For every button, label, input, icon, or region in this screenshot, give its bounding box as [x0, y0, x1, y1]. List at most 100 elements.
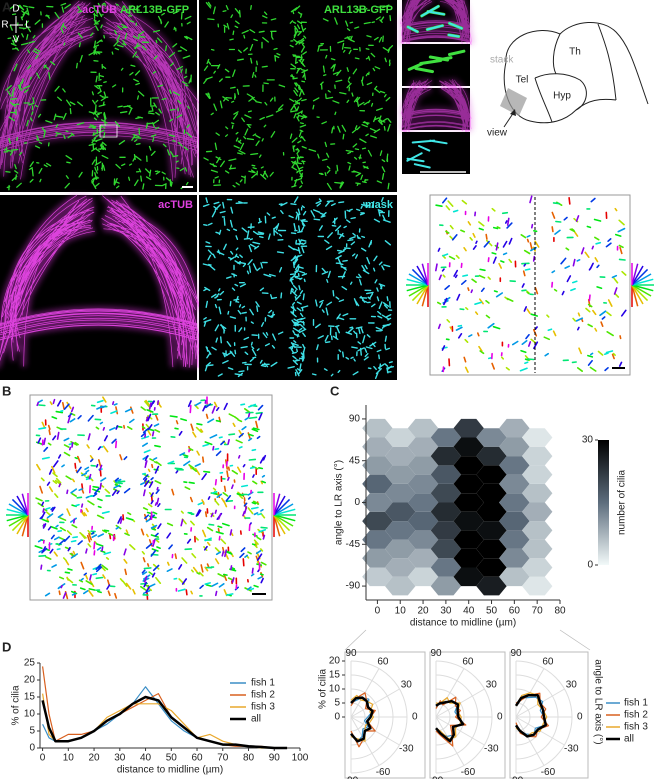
hex-cell [385, 446, 416, 466]
x-tick-label: 10 [63, 753, 75, 764]
cilia [435, 204, 622, 361]
y-tick-label: 0 [354, 497, 360, 508]
axon-glow [397, 0, 475, 47]
polar-grid-spoke [435, 716, 485, 746]
hex-cell [499, 493, 530, 512]
cilia [407, 5, 463, 38]
polar-line [350, 696, 374, 743]
cilia [3, 2, 193, 191]
legend-label: fish 2 [624, 710, 648, 721]
r-axis-label: % of cilia [318, 669, 329, 709]
angle-key [631, 278, 654, 286]
hex-cell [453, 456, 484, 475]
theta-tick-label: -90 [344, 775, 359, 779]
angle-key [16, 514, 29, 535]
angle-key [273, 503, 294, 516]
image-label: ARL13B-GFP [324, 4, 393, 16]
legend-label: fish 3 [624, 722, 648, 733]
hex-cell [407, 567, 439, 587]
y-tick-label: 90 [349, 414, 361, 425]
theta-tick-label: -90 [429, 775, 444, 779]
image-label: acTUB [82, 4, 117, 16]
hex-cell [430, 446, 462, 466]
series-line [41, 695, 288, 750]
angle-key [421, 284, 429, 307]
axon-bundle [0, 194, 202, 368]
hex-cell [522, 465, 553, 484]
theta-tick-label: -60 [541, 767, 556, 778]
r-tick-label: 10 [329, 684, 341, 695]
angle-key [631, 284, 644, 305]
hex-cell [476, 502, 507, 522]
hex-cell [499, 437, 530, 457]
hex-cell [453, 511, 484, 531]
y-tick-label: 15 [24, 692, 36, 703]
angle-key [8, 503, 29, 516]
boundary [534, 77, 553, 123]
angle-key [8, 514, 29, 527]
hex-cell [499, 511, 530, 531]
theta-tick-label: -60 [461, 767, 476, 778]
hex-cell [385, 483, 416, 503]
axon-bundle [400, 78, 472, 134]
hex-cell [430, 502, 462, 522]
hex-cell [407, 530, 439, 549]
angle-key [408, 273, 429, 286]
hex-cell [362, 456, 393, 475]
cilia [406, 139, 448, 169]
hex-cell [522, 576, 553, 596]
image-label: acTUB [158, 199, 193, 211]
hex-cell [522, 521, 553, 540]
theta-tick-label: 0 [412, 712, 418, 723]
hex-cell [476, 576, 507, 596]
hex-cell [362, 437, 393, 457]
x-tick-label: 50 [486, 606, 498, 617]
polar-line [435, 699, 465, 743]
hex-cell [522, 483, 553, 503]
angle-key [411, 268, 429, 286]
angle-key [416, 265, 429, 286]
angle-key [273, 508, 296, 516]
boundary [552, 33, 561, 75]
hex-cell [362, 418, 393, 438]
angle-key [631, 263, 639, 286]
stack-plane [500, 88, 527, 116]
y-tick-label: 45 [349, 455, 361, 466]
x-tick-label: 70 [532, 606, 544, 617]
theta-tick-label: -30 [399, 744, 414, 755]
hex-cell [453, 437, 484, 457]
hex-cell [407, 456, 439, 475]
r-tick-label: 15 [329, 670, 341, 681]
y-tick-label: 5 [29, 726, 35, 737]
zoom-guide [344, 629, 367, 651]
angle-key [631, 265, 644, 286]
legend-label: fish 1 [251, 678, 275, 689]
theta-tick-label: 60 [542, 656, 554, 667]
x-tick-label: 80 [243, 753, 255, 764]
panel-label: A [2, 0, 12, 14]
hex-cell [385, 558, 416, 577]
y-tick-label: 0 [29, 743, 35, 754]
axon-bundle [399, 0, 473, 47]
hex-cell [430, 558, 462, 577]
cilia [442, 210, 619, 373]
angle-key [6, 514, 29, 522]
angle-key [21, 514, 29, 537]
angle-key [631, 284, 652, 297]
r-tick-label: 20 [329, 656, 341, 667]
angle-key [273, 514, 286, 535]
cilia [449, 207, 618, 373]
angle-key [273, 514, 281, 537]
angle-key [411, 284, 429, 302]
angle-key [406, 284, 429, 292]
x-tick-label: 10 [395, 606, 407, 617]
hex-cell [476, 483, 507, 503]
theta-tick-label: 0 [497, 712, 503, 723]
x-tick-label: 90 [269, 753, 281, 764]
cilia [441, 209, 614, 372]
polar-grid-spoke [350, 688, 400, 718]
theta-tick-label: 90 [510, 648, 522, 659]
hex-cell [407, 418, 439, 438]
angle-key [21, 493, 29, 516]
